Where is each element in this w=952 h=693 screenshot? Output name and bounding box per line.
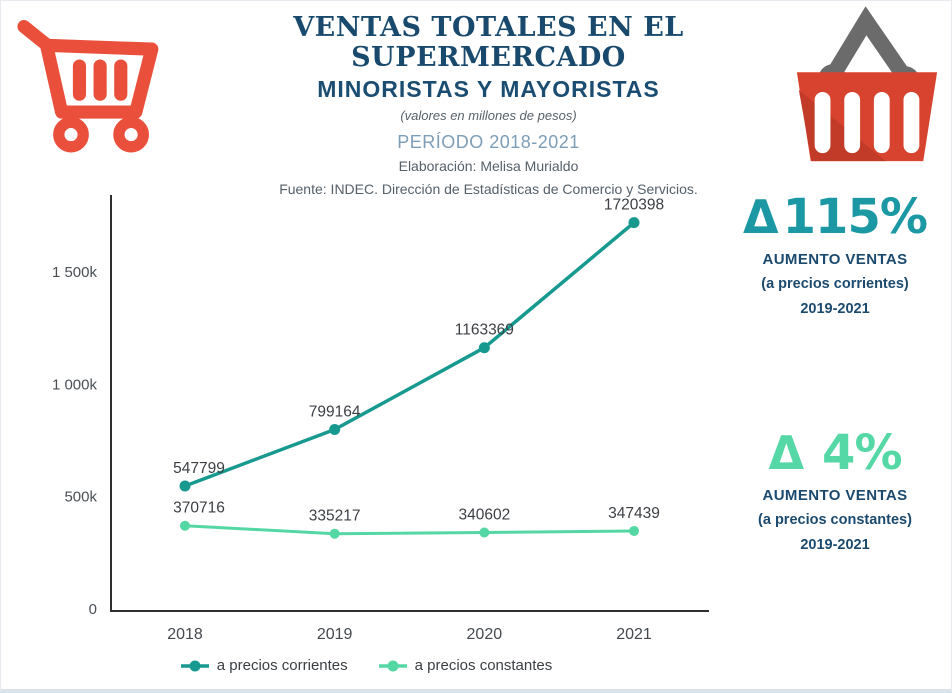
annotation-detail: (a precios corrientes) xyxy=(761,276,909,292)
delta-constantes-value: 4% xyxy=(822,425,902,481)
legend-label-constantes: a precios constantes xyxy=(414,657,553,674)
y-tick-label: 1 000k xyxy=(52,376,98,393)
source-credit: Fuente: INDEC. Dirección de Estadísticas… xyxy=(279,180,698,197)
page-subtitle: MINORISTAS Y MAYORISTAS xyxy=(317,76,660,103)
legend-item-constantes: a precios constantes xyxy=(378,657,553,674)
data-point-corrientes xyxy=(329,424,341,436)
y-tick-label: 500k xyxy=(64,489,97,506)
series-line-constantes xyxy=(183,524,636,536)
y-tick-label: 1 500k xyxy=(52,264,98,281)
legend-marker-constantes-icon xyxy=(378,660,407,671)
data-label: 340602 xyxy=(458,507,510,524)
x-tick-label: 2019 xyxy=(317,626,353,643)
period-label: PERÍODO 2018-2021 xyxy=(397,132,580,153)
data-point-corrientes xyxy=(628,217,640,229)
delta-corrientes: Δ 115% xyxy=(723,193,947,241)
data-label: 1163369 xyxy=(455,322,514,339)
data-label: 347439 xyxy=(608,505,660,522)
data-point-corrientes xyxy=(179,480,191,492)
annotation-detail: (a precios constantes) xyxy=(758,512,912,528)
shopping-cart-icon xyxy=(17,20,159,153)
data-label: 799164 xyxy=(309,404,361,421)
page-title: VENTAS TOTALES EN EL SUPERMERCADO xyxy=(293,12,684,73)
delta-triangle-icon: Δ xyxy=(743,190,779,244)
data-point-corrientes xyxy=(478,342,490,354)
delta-corrientes-value: 115% xyxy=(782,189,928,245)
series-line-corrientes xyxy=(183,220,636,488)
annotation-caption: AUMENTO VENTAS xyxy=(762,487,908,504)
data-label: 335217 xyxy=(309,508,361,525)
data-point-constantes xyxy=(479,527,490,538)
x-tick-label: 2018 xyxy=(167,626,203,643)
y-tick-label: 0 xyxy=(89,601,97,618)
x-tick-label: 2021 xyxy=(616,626,652,643)
legend-label-corrientes: a precios corrientes xyxy=(216,657,348,674)
annotation-corrientes: Δ 115% AUMENTO VENTAS (a precios corrien… xyxy=(723,193,947,317)
data-point-constantes xyxy=(180,520,190,531)
elaboration-credit: Elaboración: Melisa Murialdo xyxy=(398,158,579,175)
annotation-period: 2019-2021 xyxy=(800,301,870,317)
data-point-constantes xyxy=(629,525,640,536)
data-point-constantes xyxy=(329,528,340,539)
legend-marker-corrientes-icon xyxy=(180,660,209,671)
sales-line-chart: 0 500k 1 000k 1 500k 2018 2019 2020 2021 370716 3… xyxy=(1,181,721,661)
units-note: (valores en millones de pesos) xyxy=(400,108,577,124)
delta-triangle-icon: Δ xyxy=(768,426,805,480)
data-label: 547799 xyxy=(173,460,225,477)
data-label: 370716 xyxy=(173,500,225,517)
annotation-caption: AUMENTO VENTAS xyxy=(762,251,908,268)
header: VENTAS TOTALES EN EL SUPERMERCADO MINORI… xyxy=(161,13,816,198)
data-label: 1720398 xyxy=(604,197,664,214)
annotation-constantes: Δ 4% AUMENTO VENTAS (a precios constante… xyxy=(723,429,947,553)
legend-item-corrientes: a precios corrientes xyxy=(180,657,348,674)
x-tick-label: 2020 xyxy=(467,626,503,643)
delta-constantes: Δ 4% xyxy=(723,429,947,477)
shopping-basket-icon xyxy=(796,6,938,162)
chart-legend: a precios corrientes a precios constante… xyxy=(1,657,731,674)
annotation-period: 2019-2021 xyxy=(800,537,870,553)
